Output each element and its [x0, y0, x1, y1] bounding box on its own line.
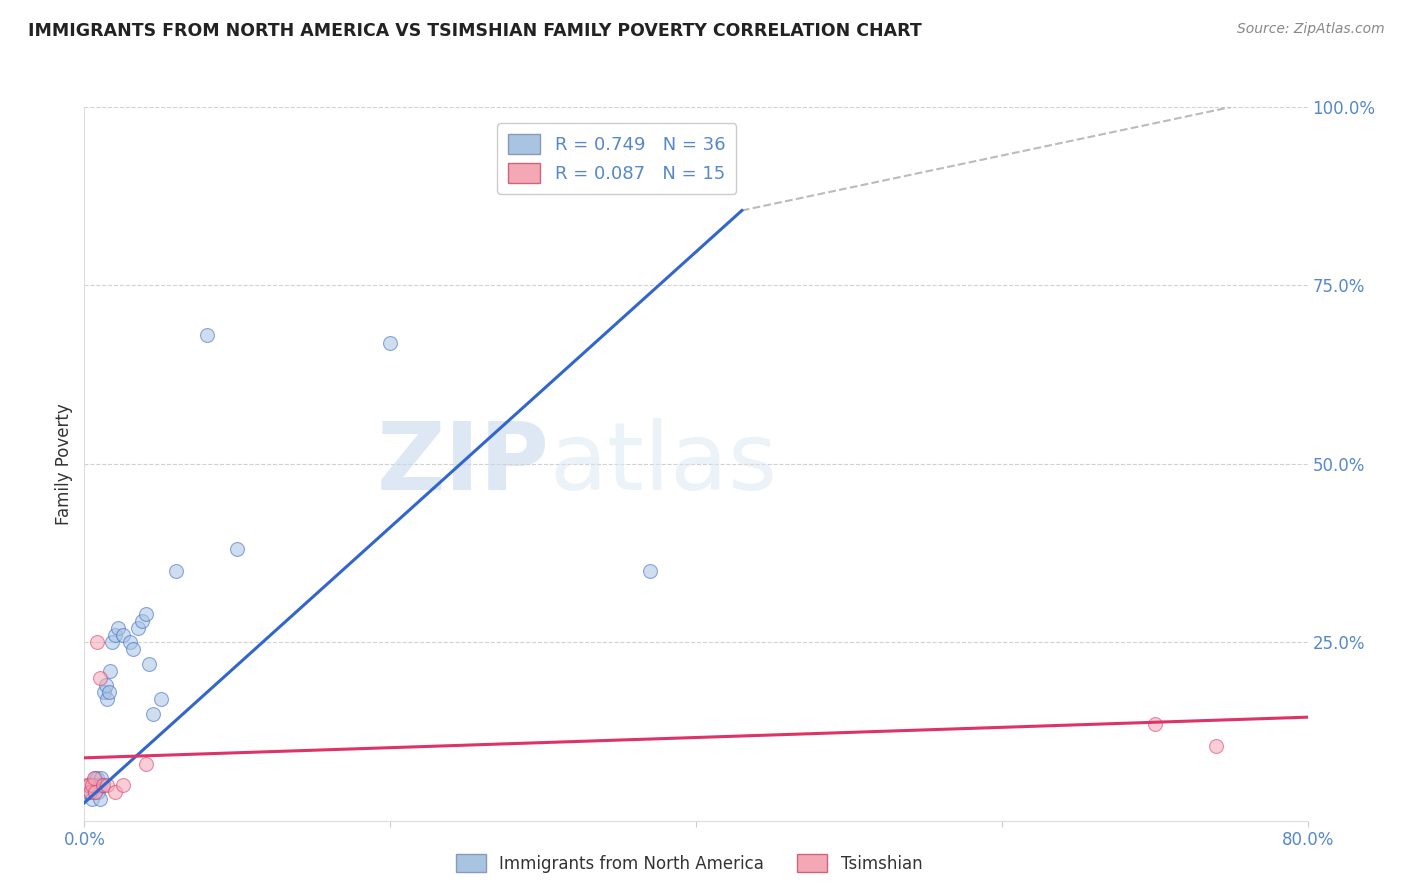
Point	[77, 778, 100, 792]
Point	[97, 685, 120, 699]
Point	[135, 607, 157, 621]
Legend: R = 0.749   N = 36, R = 0.087   N = 15: R = 0.749 N = 36, R = 0.087 N = 15	[498, 123, 737, 194]
Point	[84, 785, 107, 799]
Text: atlas: atlas	[550, 417, 778, 510]
Point	[91, 778, 114, 792]
Point	[89, 671, 111, 685]
Point	[86, 771, 108, 785]
Point	[80, 778, 103, 792]
Point	[84, 785, 107, 799]
Point	[90, 771, 112, 785]
Point	[1143, 717, 1166, 731]
Point	[120, 635, 142, 649]
Point	[79, 785, 101, 799]
Point	[107, 621, 129, 635]
Point	[79, 785, 101, 799]
Y-axis label: Family Poverty: Family Poverty	[55, 403, 73, 524]
Point	[104, 628, 127, 642]
Point	[93, 685, 115, 699]
Point	[638, 564, 661, 578]
Point	[138, 657, 160, 671]
Legend: Immigrants from North America, Tsimshian: Immigrants from North America, Tsimshian	[449, 847, 929, 880]
Point	[87, 785, 110, 799]
Point	[195, 328, 218, 343]
Point	[76, 785, 98, 799]
Point	[226, 542, 249, 557]
Point	[94, 678, 117, 692]
Point	[165, 564, 187, 578]
Point	[83, 778, 105, 792]
Point	[83, 771, 105, 785]
Point	[380, 335, 402, 350]
Point	[1205, 739, 1227, 753]
Point	[131, 614, 153, 628]
Point	[142, 706, 165, 721]
Point	[98, 664, 121, 678]
Point	[86, 778, 108, 792]
Point	[111, 628, 134, 642]
Point	[84, 771, 107, 785]
Point	[89, 778, 111, 792]
Point	[76, 778, 98, 792]
Point	[149, 692, 172, 706]
Point	[127, 621, 149, 635]
Point	[80, 792, 103, 806]
Text: ZIP: ZIP	[377, 417, 550, 510]
Point	[96, 778, 118, 792]
Point	[122, 642, 145, 657]
Point	[104, 785, 127, 799]
Point	[135, 756, 157, 771]
Point	[96, 692, 118, 706]
Point	[91, 778, 114, 792]
Point	[111, 778, 134, 792]
Point	[101, 635, 124, 649]
Text: IMMIGRANTS FROM NORTH AMERICA VS TSIMSHIAN FAMILY POVERTY CORRELATION CHART: IMMIGRANTS FROM NORTH AMERICA VS TSIMSHI…	[28, 22, 922, 40]
Point	[77, 778, 100, 792]
Point	[89, 792, 111, 806]
Text: Source: ZipAtlas.com: Source: ZipAtlas.com	[1237, 22, 1385, 37]
Point	[86, 635, 108, 649]
